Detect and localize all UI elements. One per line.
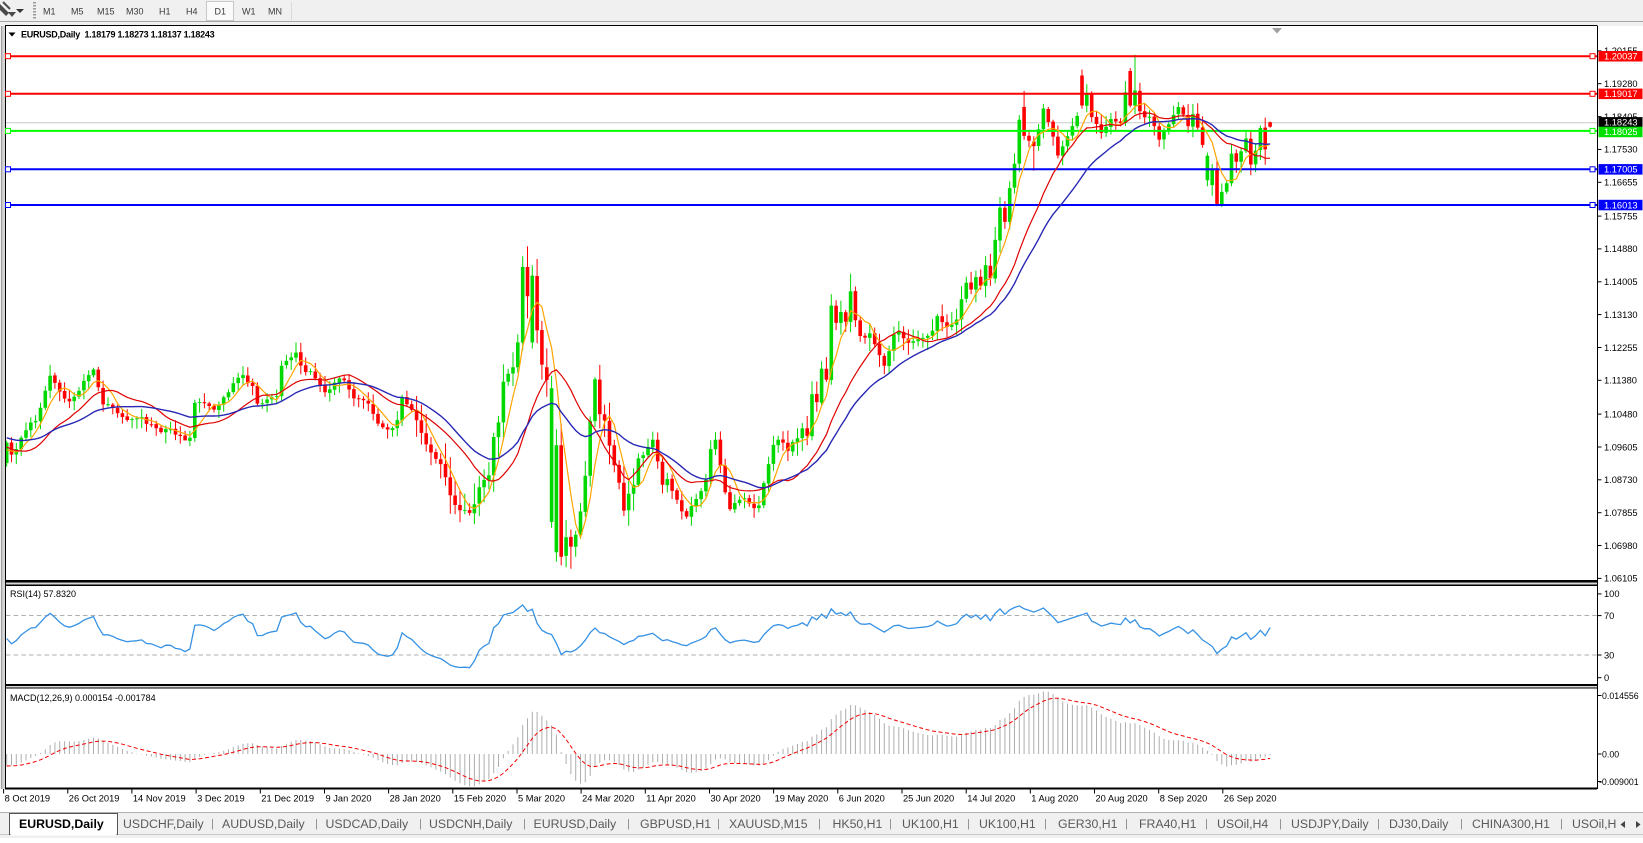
svg-text:|: | xyxy=(523,818,526,830)
svg-text:1.08730: 1.08730 xyxy=(1604,475,1638,485)
svg-text:28 Jan 2020: 28 Jan 2020 xyxy=(390,794,441,804)
svg-text:M15: M15 xyxy=(97,7,115,17)
svg-text:14 Nov 2019: 14 Nov 2019 xyxy=(133,794,186,804)
svg-text:|: | xyxy=(627,818,630,830)
svg-text:|: | xyxy=(1044,818,1047,830)
svg-text:1.19017: 1.19017 xyxy=(1604,89,1638,99)
svg-text:EURUSD,Daily: EURUSD,Daily xyxy=(19,817,104,831)
svg-text:USDCNH,Daily: USDCNH,Daily xyxy=(429,817,513,831)
svg-text:|: | xyxy=(1205,818,1208,830)
svg-text:14 Jul 2020: 14 Jul 2020 xyxy=(967,794,1015,804)
svg-text:XAUUSD,M15: XAUUSD,M15 xyxy=(729,817,808,831)
svg-text:|: | xyxy=(818,818,821,830)
svg-text:1.14880: 1.14880 xyxy=(1604,244,1638,254)
svg-text:|: | xyxy=(967,818,970,830)
svg-text:1 Aug 2020: 1 Aug 2020 xyxy=(1031,794,1078,804)
svg-text:MN: MN xyxy=(268,7,282,17)
svg-text:UK100,H1: UK100,H1 xyxy=(979,817,1036,831)
svg-text:15 Feb 2020: 15 Feb 2020 xyxy=(454,794,506,804)
svg-text:USDCHF,Daily: USDCHF,Daily xyxy=(123,817,204,831)
svg-text:|: | xyxy=(1560,818,1563,830)
svg-text:26 Sep 2020: 26 Sep 2020 xyxy=(1224,794,1277,804)
svg-text:20 Aug 2020: 20 Aug 2020 xyxy=(1096,794,1148,804)
svg-text:|: | xyxy=(1460,818,1463,830)
svg-text:30: 30 xyxy=(1604,650,1614,660)
svg-text:HK50,H1: HK50,H1 xyxy=(833,817,883,831)
svg-text:24 Mar 2020: 24 Mar 2020 xyxy=(582,794,634,804)
svg-text:1.16655: 1.16655 xyxy=(1604,178,1638,188)
svg-text:M1: M1 xyxy=(43,7,56,17)
svg-text:1.15755: 1.15755 xyxy=(1604,211,1638,221)
svg-text:1.17005: 1.17005 xyxy=(1604,165,1638,175)
svg-text:1.11380: 1.11380 xyxy=(1604,376,1637,386)
svg-text:|: | xyxy=(315,818,318,830)
svg-text:MACD(12,26,9) 0.000154 -0.0017: MACD(12,26,9) 0.000154 -0.001784 xyxy=(10,693,156,703)
svg-text:0.014556: 0.014556 xyxy=(1602,691,1639,701)
svg-text:3 Dec 2019: 3 Dec 2019 xyxy=(197,794,245,804)
svg-text:6 Jun 2020: 6 Jun 2020 xyxy=(839,794,885,804)
svg-text:19 May 2020: 19 May 2020 xyxy=(775,794,829,804)
svg-text:M30: M30 xyxy=(126,7,144,17)
svg-text:W1: W1 xyxy=(242,7,256,17)
svg-text:26 Oct 2019: 26 Oct 2019 xyxy=(69,794,120,804)
svg-text:1.06105: 1.06105 xyxy=(1604,574,1638,584)
svg-text:100: 100 xyxy=(1604,589,1620,599)
svg-text:1.10480: 1.10480 xyxy=(1604,409,1638,419)
svg-text:8 Sep 2020: 8 Sep 2020 xyxy=(1160,794,1208,804)
svg-text:1.18405: 1.18405 xyxy=(1604,112,1638,122)
svg-text:1.20037: 1.20037 xyxy=(1604,52,1638,62)
svg-text:RSI(14) 57.8320: RSI(14) 57.8320 xyxy=(10,589,76,599)
svg-text:1.18025: 1.18025 xyxy=(1604,127,1638,137)
svg-text:-0.009001: -0.009001 xyxy=(1599,777,1639,787)
svg-text:CHINA300,H1: CHINA300,H1 xyxy=(1472,817,1550,831)
svg-text:21 Dec 2019: 21 Dec 2019 xyxy=(261,794,314,804)
svg-text:|: | xyxy=(717,818,720,830)
svg-text:USOil,H: USOil,H xyxy=(1572,817,1616,831)
svg-text:USDJPY,Daily: USDJPY,Daily xyxy=(1291,817,1370,831)
svg-text:1.13130: 1.13130 xyxy=(1604,310,1638,320)
svg-text:1.09605: 1.09605 xyxy=(1604,442,1638,452)
svg-text:1.19280: 1.19280 xyxy=(1604,79,1638,89)
svg-text:|: | xyxy=(211,818,214,830)
svg-text:1.14005: 1.14005 xyxy=(1604,277,1638,287)
svg-text:|: | xyxy=(889,818,892,830)
svg-text:EURUSD,Daily 1.18179 1.18273: EURUSD,Daily 1.18179 1.18273 1.18137 1.1… xyxy=(21,30,215,40)
svg-text:UK100,H1: UK100,H1 xyxy=(902,817,959,831)
svg-text:1.16013: 1.16013 xyxy=(1604,200,1638,210)
svg-text:8 Oct 2019: 8 Oct 2019 xyxy=(5,794,50,804)
svg-text:70: 70 xyxy=(1604,611,1614,621)
svg-text:25 Jun 2020: 25 Jun 2020 xyxy=(903,794,954,804)
svg-text:11 Apr 2020: 11 Apr 2020 xyxy=(646,794,695,804)
svg-text:EURUSD,Daily: EURUSD,Daily xyxy=(534,817,618,831)
svg-text:H1: H1 xyxy=(159,7,171,17)
svg-text:USDCAD,Daily: USDCAD,Daily xyxy=(326,817,410,831)
svg-text:9 Jan 2020: 9 Jan 2020 xyxy=(326,794,372,804)
svg-text:D1: D1 xyxy=(215,7,227,17)
svg-text:|: | xyxy=(1377,818,1380,830)
svg-text:1.06980: 1.06980 xyxy=(1604,541,1638,551)
svg-text:FRA40,H1: FRA40,H1 xyxy=(1139,817,1197,831)
svg-text:H4: H4 xyxy=(186,7,198,17)
svg-text:1.17530: 1.17530 xyxy=(1604,145,1638,155)
svg-text:0: 0 xyxy=(1604,673,1609,683)
svg-text:1.07855: 1.07855 xyxy=(1604,508,1638,518)
svg-text:USOil,H4: USOil,H4 xyxy=(1217,817,1268,831)
svg-text:5 Mar 2020: 5 Mar 2020 xyxy=(518,794,565,804)
svg-text:M5: M5 xyxy=(71,7,84,17)
svg-text:30 Apr 2020: 30 Apr 2020 xyxy=(711,794,761,804)
svg-text:GER30,H1: GER30,H1 xyxy=(1058,817,1118,831)
svg-text:DJ30,Daily: DJ30,Daily xyxy=(1389,817,1449,831)
svg-text:GBPUSD,H1: GBPUSD,H1 xyxy=(640,817,711,831)
svg-text:0.00: 0.00 xyxy=(1602,749,1619,759)
svg-text:|: | xyxy=(1125,818,1128,830)
svg-text:|: | xyxy=(1279,818,1282,830)
svg-text:1.18243: 1.18243 xyxy=(1604,118,1638,128)
svg-text:1.12255: 1.12255 xyxy=(1604,343,1638,353)
svg-text:|: | xyxy=(419,818,422,830)
svg-text:AUDUSD,Daily: AUDUSD,Daily xyxy=(222,817,306,831)
